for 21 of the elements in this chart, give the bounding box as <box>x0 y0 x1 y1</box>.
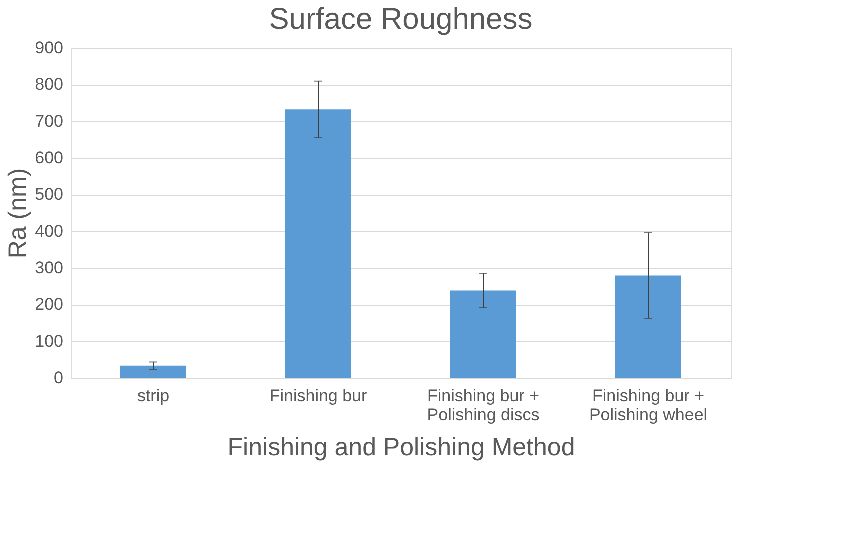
y-tick-label: 500 <box>35 185 64 204</box>
x-tick-label: Finishing bur + Polishing discs <box>427 386 540 424</box>
y-tick-label: 700 <box>35 112 64 131</box>
chart-title: Surface Roughness <box>269 3 533 36</box>
y-tick-label: 800 <box>35 75 64 94</box>
x-tick-label: Finishing bur + Polishing wheel <box>589 386 708 424</box>
x-tick-label: strip <box>137 386 170 406</box>
y-tick-label: 100 <box>35 332 64 351</box>
x-axis-title: Finishing and Polishing Method <box>228 434 576 462</box>
bar <box>286 110 352 378</box>
x-tick-label: Finishing bur <box>270 386 368 406</box>
y-tick-label: 200 <box>35 295 64 314</box>
y-tick-label: 600 <box>35 148 64 168</box>
y-tick-label: 900 <box>35 38 64 58</box>
bar <box>450 290 516 378</box>
bar <box>120 366 186 378</box>
y-tick-label: 300 <box>35 258 64 278</box>
y-axis-title: Ra (nm) <box>4 168 32 259</box>
y-tick-label: 400 <box>35 222 64 241</box>
bar <box>616 276 682 378</box>
y-tick-label: 0 <box>54 368 64 388</box>
